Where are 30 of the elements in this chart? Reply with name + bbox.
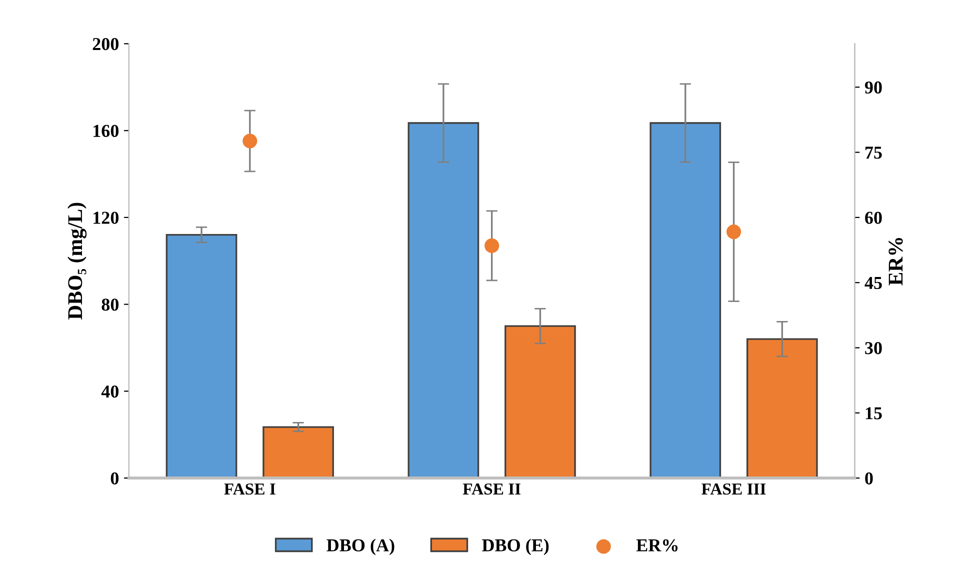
bar xyxy=(262,426,334,478)
x-tick-label: FASE III xyxy=(702,483,766,495)
legend-label: DBO (E) xyxy=(482,538,549,556)
bar xyxy=(746,338,818,478)
y2-tick-label: 90 xyxy=(864,81,882,94)
point xyxy=(242,134,258,148)
y-tick-label: 200 xyxy=(92,38,119,50)
legend-label: ER% xyxy=(636,539,678,552)
y2-tick-label: 15 xyxy=(866,407,882,420)
y2-tick-label: 75 xyxy=(865,146,882,159)
y-axis-title: DBO₅ (mg/L) xyxy=(68,202,87,320)
y2-tick-label: 30 xyxy=(865,342,882,354)
y2-tick-label: 60 xyxy=(865,212,882,224)
y-tick-label: 40 xyxy=(101,385,119,398)
legend-label: DBO (A) xyxy=(326,538,394,556)
y-tick-label: 160 xyxy=(94,124,119,138)
bar xyxy=(650,122,722,478)
y2-tick-label: 0 xyxy=(865,472,873,484)
bar xyxy=(166,234,238,478)
y-tick-label: 0 xyxy=(110,472,119,484)
y2-tick-label: 45 xyxy=(864,276,882,290)
bar xyxy=(408,122,480,478)
x-tick-label: FASE I xyxy=(224,483,276,495)
y-tick-label: 120 xyxy=(94,212,119,224)
bar xyxy=(504,325,576,478)
y2-axis-title: ER% xyxy=(888,238,903,286)
y-tick-label: 80 xyxy=(102,298,119,311)
x-tick-label: FASE II xyxy=(462,483,521,495)
point xyxy=(484,238,500,253)
point xyxy=(726,224,742,240)
